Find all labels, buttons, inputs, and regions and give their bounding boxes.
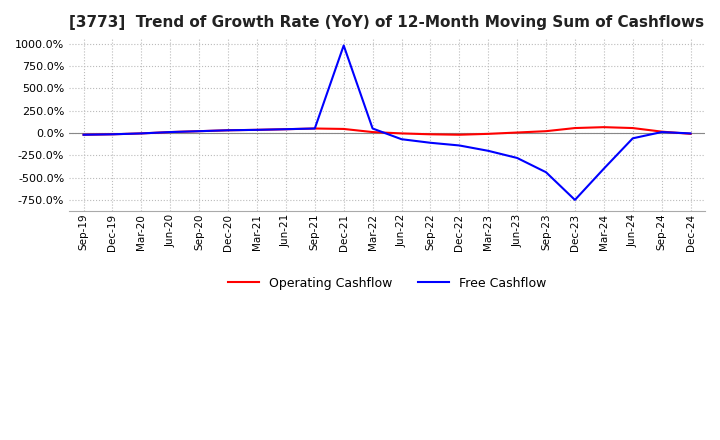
- Operating Cashflow: [282, 127, 290, 132]
- Free Cashflow: [455, 143, 464, 148]
- Operating Cashflow: [108, 132, 117, 137]
- Free Cashflow: [686, 131, 695, 136]
- Operating Cashflow: [137, 131, 145, 136]
- Title: [3773]  Trend of Growth Rate (YoY) of 12-Month Moving Sum of Cashflows: [3773] Trend of Growth Rate (YoY) of 12-…: [70, 15, 705, 30]
- Operating Cashflow: [310, 126, 319, 131]
- Operating Cashflow: [686, 131, 695, 136]
- Free Cashflow: [137, 131, 145, 136]
- Free Cashflow: [282, 127, 290, 132]
- Free Cashflow: [108, 132, 117, 137]
- Free Cashflow: [513, 155, 521, 161]
- Free Cashflow: [369, 126, 377, 131]
- Operating Cashflow: [455, 132, 464, 137]
- Operating Cashflow: [339, 126, 348, 132]
- Operating Cashflow: [426, 132, 435, 137]
- Operating Cashflow: [629, 125, 637, 131]
- Operating Cashflow: [513, 130, 521, 135]
- Free Cashflow: [426, 140, 435, 146]
- Free Cashflow: [224, 128, 233, 133]
- Free Cashflow: [657, 129, 666, 135]
- Operating Cashflow: [369, 129, 377, 135]
- Operating Cashflow: [541, 128, 550, 134]
- Free Cashflow: [166, 129, 174, 135]
- Operating Cashflow: [484, 131, 492, 136]
- Operating Cashflow: [253, 127, 261, 132]
- Legend: Operating Cashflow, Free Cashflow: Operating Cashflow, Free Cashflow: [223, 272, 552, 295]
- Free Cashflow: [79, 132, 88, 137]
- Free Cashflow: [195, 128, 204, 134]
- Free Cashflow: [310, 126, 319, 131]
- Operating Cashflow: [397, 131, 406, 136]
- Free Cashflow: [397, 136, 406, 142]
- Operating Cashflow: [600, 125, 608, 130]
- Free Cashflow: [571, 197, 580, 202]
- Free Cashflow: [629, 136, 637, 141]
- Operating Cashflow: [224, 128, 233, 133]
- Free Cashflow: [484, 148, 492, 154]
- Operating Cashflow: [79, 132, 88, 137]
- Line: Free Cashflow: Free Cashflow: [84, 45, 690, 200]
- Free Cashflow: [253, 127, 261, 132]
- Operating Cashflow: [657, 129, 666, 134]
- Line: Operating Cashflow: Operating Cashflow: [84, 127, 690, 135]
- Free Cashflow: [600, 166, 608, 171]
- Free Cashflow: [541, 169, 550, 175]
- Operating Cashflow: [166, 129, 174, 135]
- Operating Cashflow: [195, 128, 204, 134]
- Operating Cashflow: [571, 125, 580, 131]
- Free Cashflow: [339, 43, 348, 48]
